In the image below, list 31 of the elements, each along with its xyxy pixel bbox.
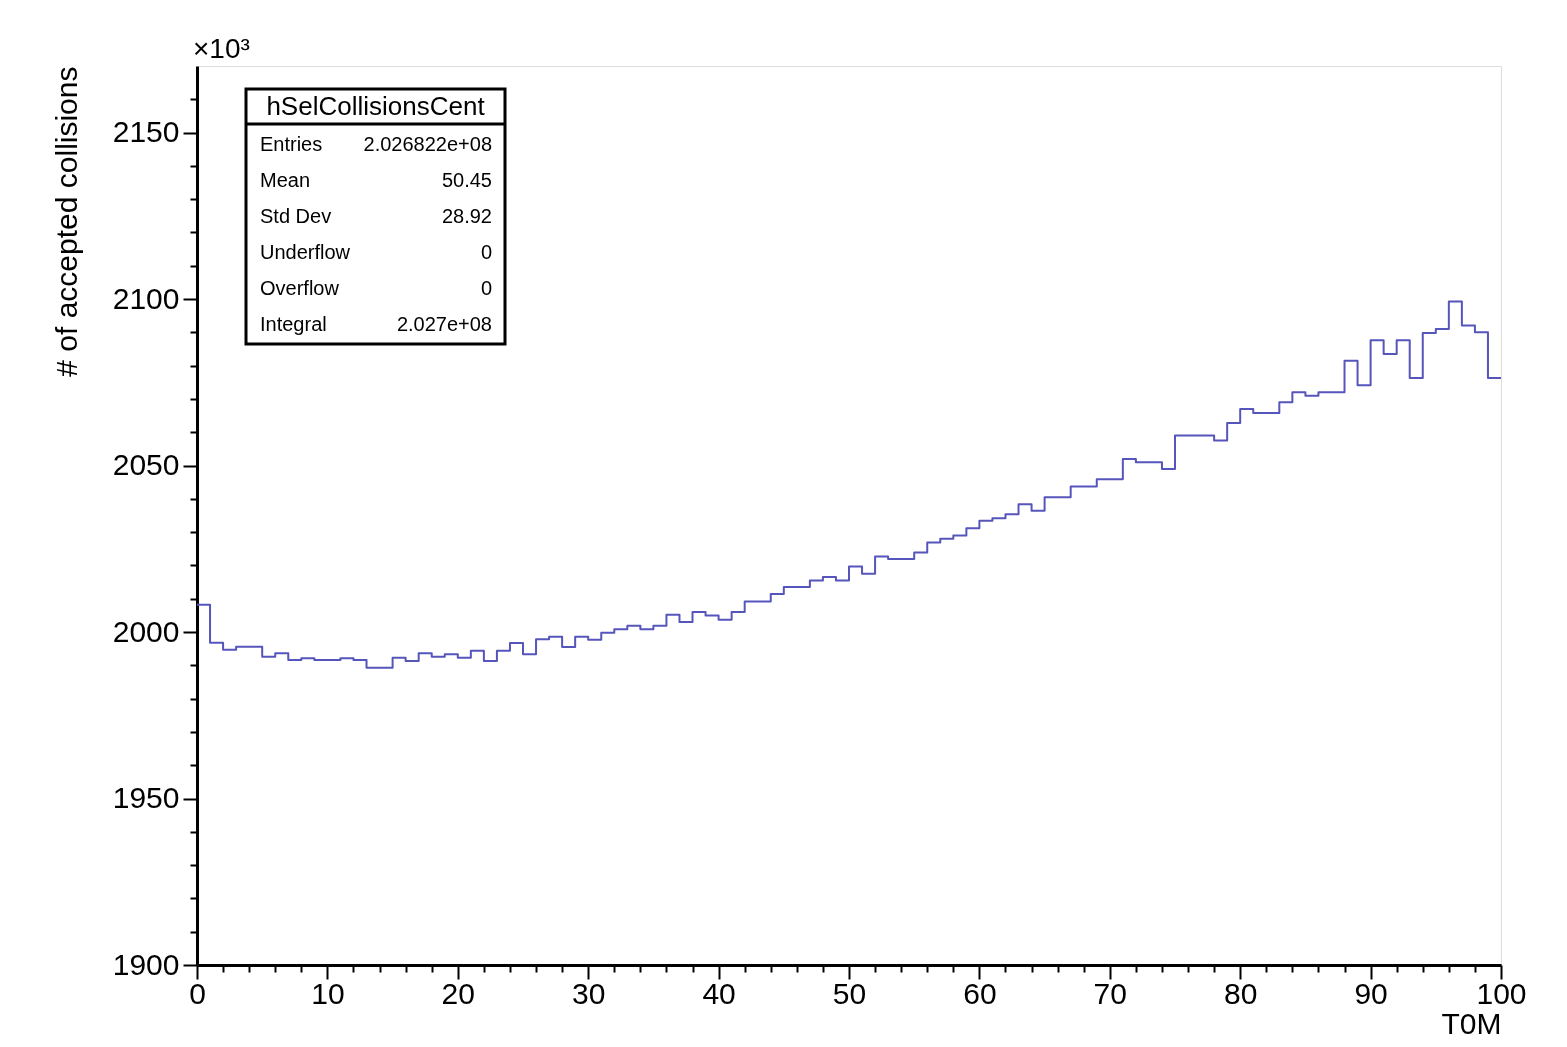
annotation: 2.027e+08 bbox=[396, 313, 492, 335]
y-tick-label: 1950 bbox=[112, 781, 180, 815]
y-tick-label: 2150 bbox=[112, 115, 180, 149]
x-tick-label: 30 bbox=[572, 976, 606, 1010]
y-tick-label: 2000 bbox=[112, 614, 180, 648]
x-tick-label: 0 bbox=[189, 976, 206, 1010]
annotation: Integral bbox=[260, 313, 327, 335]
x-tick-label: 70 bbox=[1093, 976, 1127, 1010]
annotation: 50.45 bbox=[441, 169, 492, 191]
x-tick-label: 40 bbox=[702, 976, 736, 1010]
text: ×10³ bbox=[193, 33, 250, 64]
annotation: Mean bbox=[260, 169, 311, 191]
x-tick-label: 10 bbox=[311, 976, 345, 1010]
annotation: 28.92 bbox=[441, 205, 492, 227]
x-tick-label: 20 bbox=[441, 976, 475, 1010]
annotation: Overflow bbox=[260, 277, 340, 299]
y-tick-label: 1900 bbox=[112, 947, 180, 981]
annotation: Underflow bbox=[260, 241, 351, 263]
x-tick-label: 90 bbox=[1354, 976, 1388, 1010]
x-tick-label: 60 bbox=[963, 976, 997, 1010]
y-tick-label: 2050 bbox=[112, 448, 180, 482]
annotation: Std Dev bbox=[260, 205, 332, 227]
annotation: Entries bbox=[260, 133, 323, 155]
y-axis-title: # of accepted collisions bbox=[49, 66, 83, 377]
x-tick-label: 50 bbox=[832, 976, 867, 1010]
annotation: 0 bbox=[480, 277, 492, 299]
annotation: 0 bbox=[480, 241, 492, 263]
y-tick-label: 2100 bbox=[112, 281, 180, 315]
annotation: 2.026822e+08 bbox=[363, 133, 492, 155]
x-tick-label: 80 bbox=[1224, 976, 1258, 1010]
annotation: hSelCollisionsCent bbox=[266, 91, 486, 121]
